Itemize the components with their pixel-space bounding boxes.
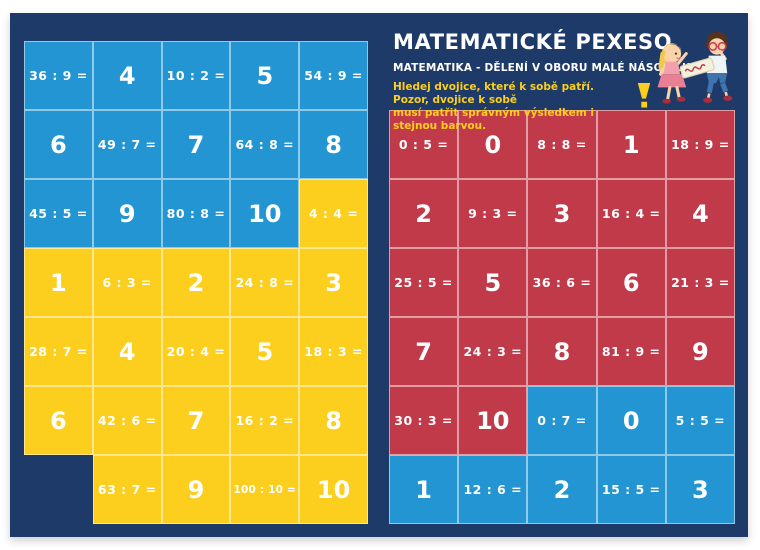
card-answer: 1 — [24, 248, 93, 317]
card-problem: 8 : 8 = — [527, 110, 597, 179]
card-problem: 18 : 3 = — [299, 317, 368, 386]
header: MATEMATICKÉ PEXESO MATEMATIKA - DĚLENÍ V… — [393, 30, 755, 134]
card-answer: 2 — [527, 455, 597, 524]
card-problem: 100 : 10 = — [230, 455, 300, 524]
card-problem: 36 : 9 = — [24, 41, 93, 110]
card-problem: 28 : 7 = — [24, 317, 93, 386]
card-problem: 54 : 9 = — [299, 41, 368, 110]
card-answer: 7 — [161, 386, 231, 455]
card-problem: 9 : 3 = — [458, 179, 528, 248]
page-title: MATEMATICKÉ PEXESO — [393, 30, 673, 54]
card-answer: 8 — [299, 110, 368, 179]
card-answer: 4 — [665, 179, 735, 248]
card-problem: 15 : 5 = — [596, 455, 666, 524]
instructions-text: Hledej dvojice, které k sobě patří. Pozo… — [393, 81, 627, 134]
card-answer: 2 — [389, 179, 459, 248]
card-answer: 7 — [389, 317, 459, 386]
instructions-line-1: Hledej dvojice, které k sobě patří. Pozo… — [393, 81, 595, 107]
card-answer: 8 — [299, 386, 368, 455]
card-answer: 3 — [527, 179, 597, 248]
card-answer: 10 — [299, 455, 368, 524]
card-answer: 6 — [24, 110, 93, 179]
card-problem: 24 : 3 = — [458, 317, 528, 386]
card-problem: 0 : 7 = — [527, 386, 597, 455]
instructions-row: Hledej dvojice, které k sobě patří. Pozo… — [393, 81, 755, 134]
card-problem: 16 : 2 = — [230, 386, 300, 455]
card-answer: 5 — [230, 41, 300, 110]
banner — [679, 57, 715, 79]
card-problem: 0 : 5 = — [389, 110, 459, 179]
card-problem: 80 : 8 = — [161, 179, 231, 248]
card-answer: 1 — [389, 455, 459, 524]
empty-slot — [24, 455, 93, 524]
card-problem: 24 : 8 = — [230, 248, 300, 317]
card-answer: 4 — [92, 41, 162, 110]
card-answer: 8 — [527, 317, 597, 386]
pexeso-sheet: 36 : 9 = 4 10 : 2 = 5 54 : 9 = 6 49 : 7 = 7 64 :… — [10, 13, 748, 537]
card-problem: 18 : 9 = — [665, 110, 735, 179]
card-answer: 1 — [596, 110, 666, 179]
card-answer: 10 — [458, 386, 528, 455]
card-answer: 9 — [161, 455, 231, 524]
card-answer: 0 — [596, 386, 666, 455]
card-answer: 6 — [24, 386, 93, 455]
card-problem: 6 : 3 = — [92, 248, 162, 317]
card-problem: 49 : 7 = — [92, 110, 162, 179]
right-card-grid: 0 : 5 = 0 8 : 8 = 1 18 : 9 = 2 9 : 3 = 3 16 : 4 … — [389, 110, 735, 524]
girl-figure — [657, 43, 688, 104]
card-problem: 10 : 2 = — [161, 41, 231, 110]
card-answer: 9 — [665, 317, 735, 386]
kids-illustration — [657, 32, 733, 104]
card-answer: 4 — [92, 317, 162, 386]
card-answer: 2 — [161, 248, 231, 317]
card-problem: 21 : 3 = — [665, 248, 735, 317]
card-answer: 10 — [230, 179, 300, 248]
page-subtitle: MATEMATIKA - DĚLENÍ V OBORU MALÉ NÁSOBIL… — [393, 62, 699, 75]
card-answer: 7 — [161, 110, 231, 179]
card-problem: 42 : 6 = — [92, 386, 162, 455]
card-answer: 9 — [92, 179, 162, 248]
left-card-grid: 36 : 9 = 4 10 : 2 = 5 54 : 9 = 6 49 : 7 = 7 64 :… — [24, 41, 368, 524]
card-problem: 45 : 5 = — [24, 179, 93, 248]
boy-figure — [700, 32, 733, 103]
card-answer: 5 — [458, 248, 528, 317]
card-problem: 20 : 4 = — [161, 317, 231, 386]
card-problem: 4 : 4 = — [299, 179, 368, 248]
card-problem: 81 : 9 = — [596, 317, 666, 386]
card-answer: 6 — [596, 248, 666, 317]
card-answer: 3 — [665, 455, 735, 524]
card-problem: 25 : 5 = — [389, 248, 459, 317]
card-problem: 30 : 3 = — [389, 386, 459, 455]
card-problem: 64 : 8 = — [230, 110, 300, 179]
card-problem: 16 : 4 = — [596, 179, 666, 248]
card-problem: 12 : 6 = — [458, 455, 528, 524]
card-problem: 63 : 7 = — [92, 455, 162, 524]
card-answer: 0 — [458, 110, 528, 179]
card-answer: 3 — [299, 248, 368, 317]
card-problem: 36 : 6 = — [527, 248, 597, 317]
exclamation-icon — [637, 83, 651, 108]
card-answer: 5 — [230, 317, 300, 386]
card-problem: 5 : 5 = — [665, 386, 735, 455]
instructions-line-2: musí patřit správným výsledkem i stejnou… — [393, 107, 594, 133]
